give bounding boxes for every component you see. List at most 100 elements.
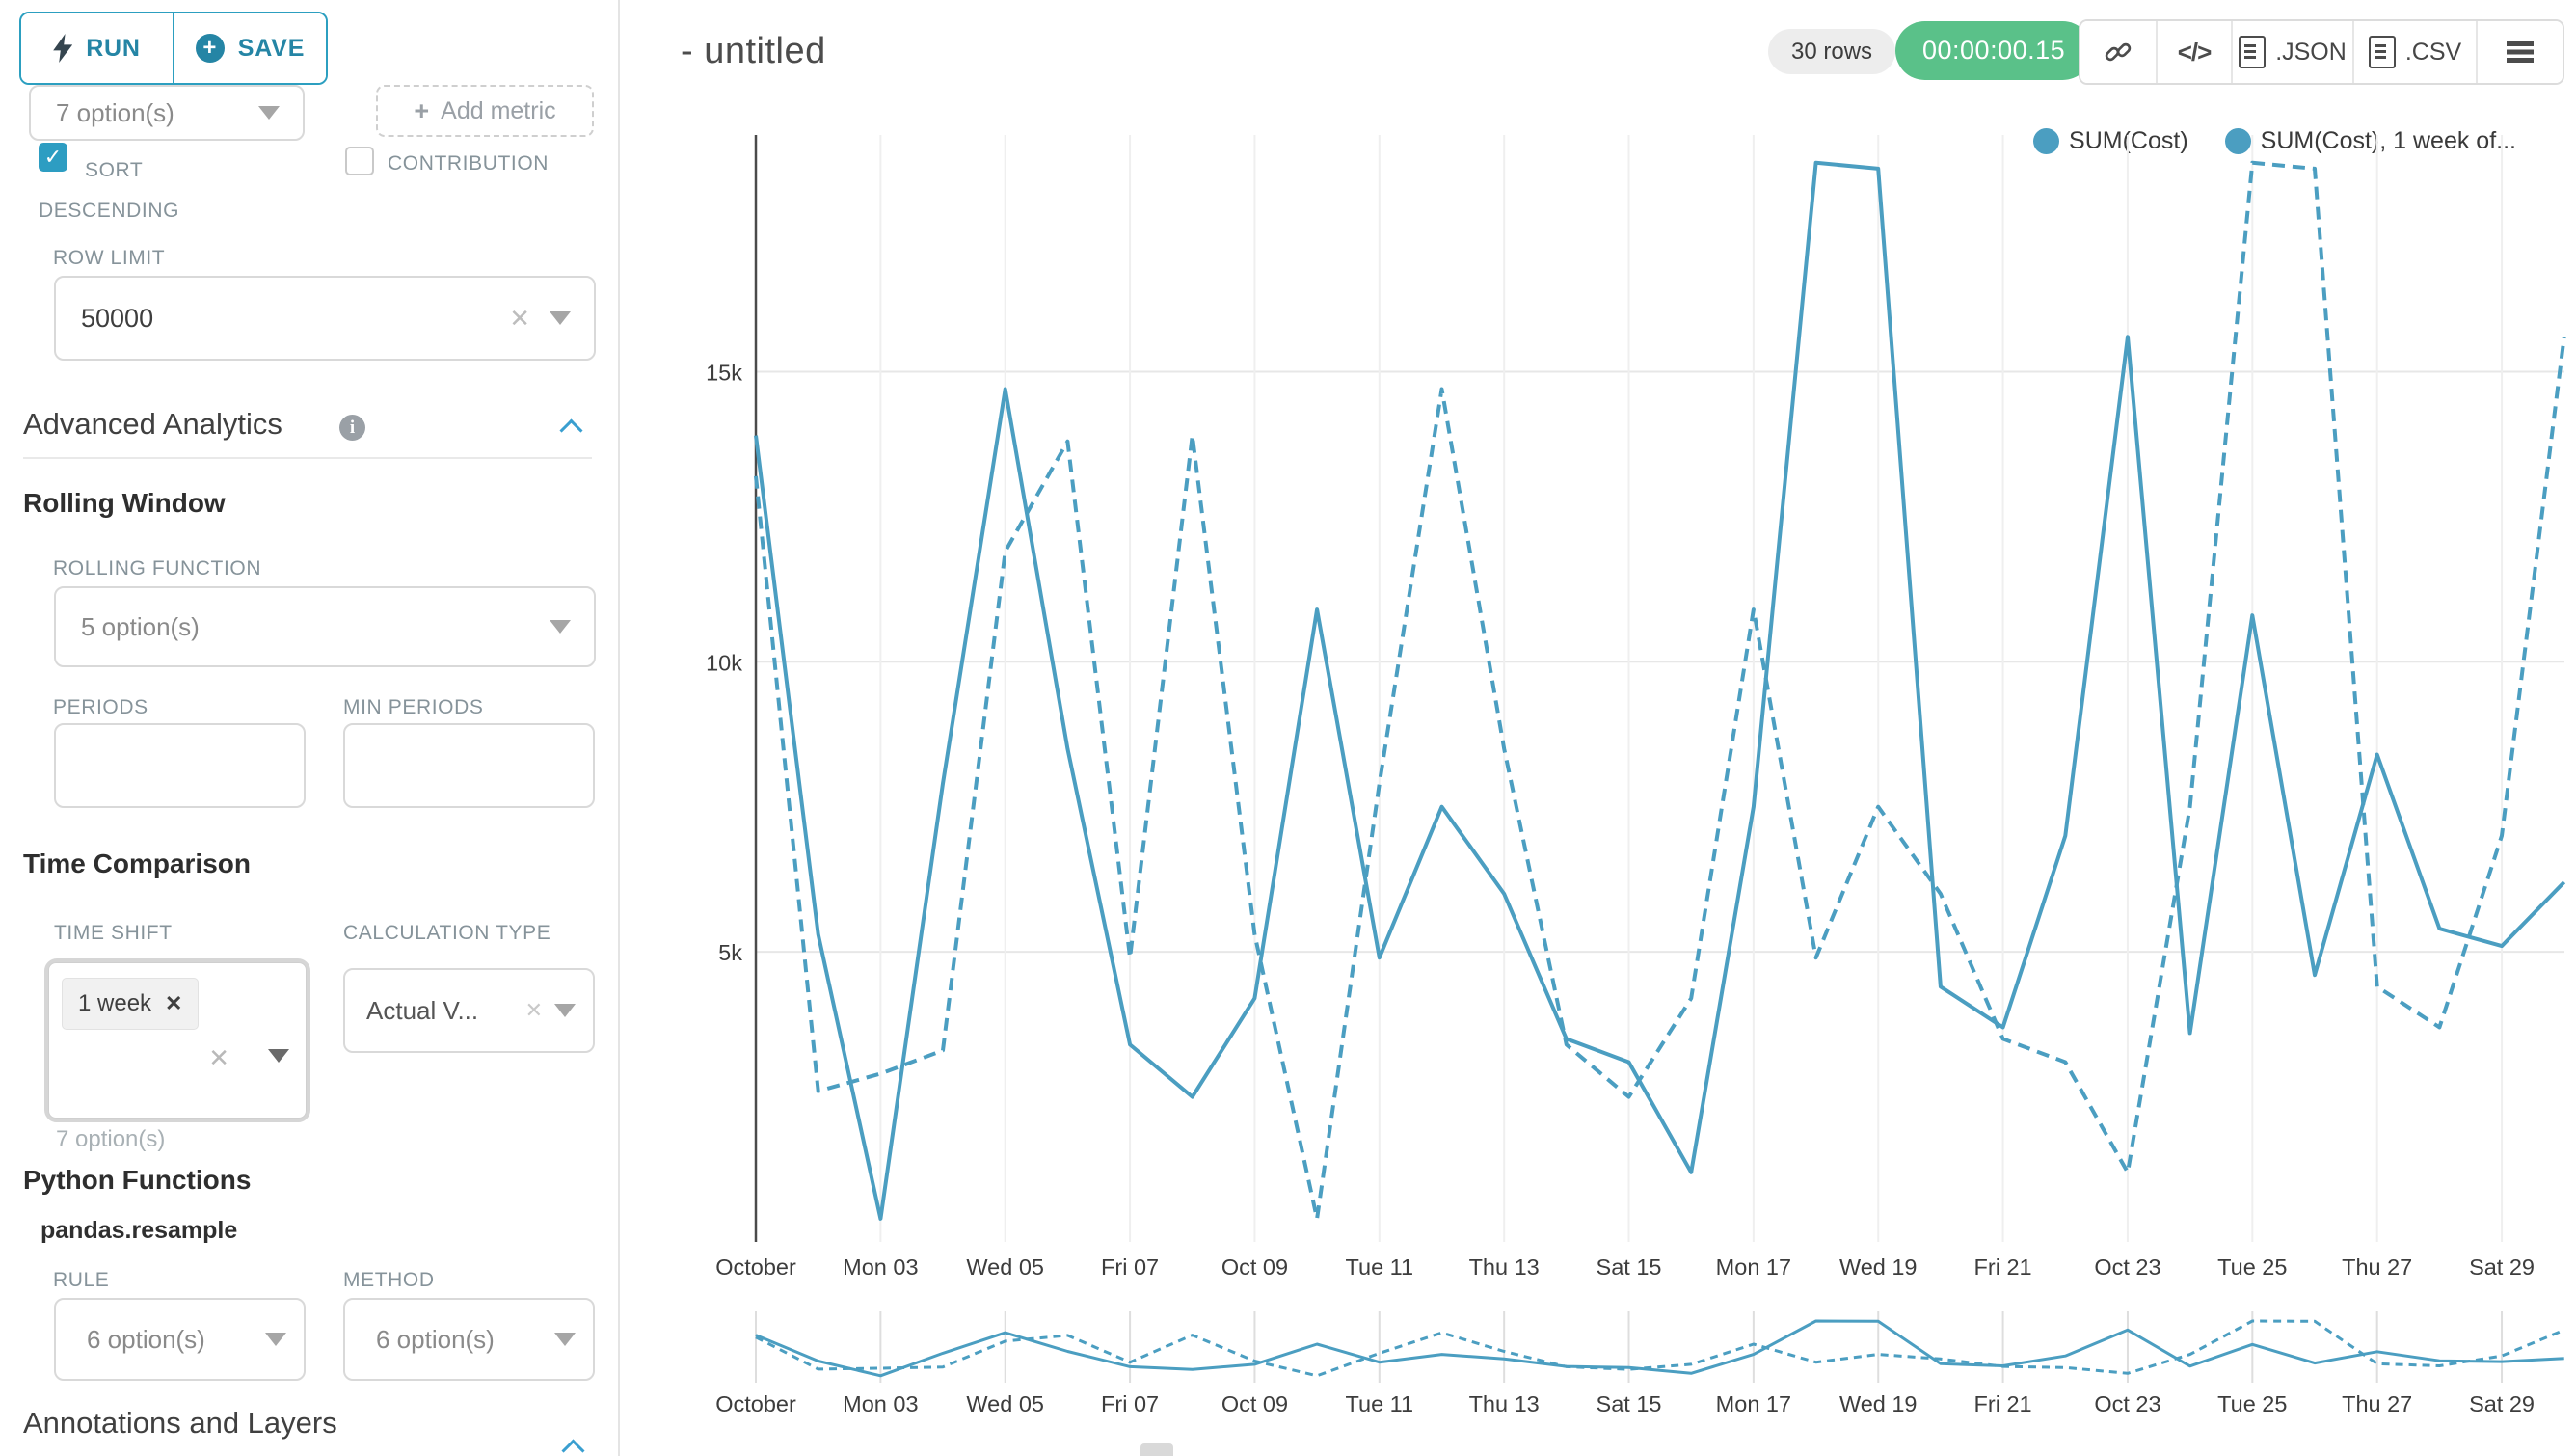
caret-down-icon [258, 106, 280, 120]
svg-text:Sat 29: Sat 29 [2469, 1391, 2535, 1416]
rolling-function-label: ROLLING FUNCTION [53, 557, 262, 580]
calculation-type-select[interactable]: Actual V... ✕ [343, 968, 595, 1053]
svg-text:Tue 25: Tue 25 [2217, 1391, 2287, 1416]
run-button[interactable]: RUN [21, 13, 174, 83]
plus-circle-icon: + [195, 34, 225, 63]
svg-text:Sat 29: Sat 29 [2469, 1254, 2535, 1280]
rule-label: RULE [53, 1269, 110, 1291]
clear-icon[interactable]: ✕ [208, 1043, 229, 1072]
time-comparison-header: Time Comparison [23, 849, 251, 878]
csv-file-icon [2368, 36, 2396, 68]
advanced-analytics-header: Advanced Analytics [23, 407, 282, 441]
export-csv-button[interactable]: .CSV [2354, 21, 2478, 83]
min-periods-input[interactable] [343, 723, 595, 808]
python-functions-header: Python Functions [23, 1165, 252, 1195]
svg-text:Tue 11: Tue 11 [1346, 1254, 1414, 1280]
svg-text:Fri 21: Fri 21 [1974, 1254, 2032, 1280]
svg-text:Sat 15: Sat 15 [1597, 1391, 1662, 1416]
svg-text:Tue 11: Tue 11 [1346, 1391, 1414, 1416]
rolling-function-select[interactable]: 5 option(s) [54, 586, 596, 667]
legend-label: SUM(Cost), 1 week of... [2260, 127, 2516, 154]
svg-text:Thu 27: Thu 27 [2342, 1254, 2412, 1280]
periods-input[interactable] [54, 723, 306, 808]
chart-title[interactable]: - untitled [681, 31, 826, 71]
query-timer-badge: 00:00:00.15 [1895, 21, 2093, 80]
menu-icon [2507, 41, 2534, 63]
svg-text:Thu 13: Thu 13 [1469, 1254, 1540, 1280]
metric-select[interactable]: 7 option(s) [29, 85, 305, 141]
json-file-icon [2239, 36, 2267, 68]
chart-menu-button[interactable] [2478, 21, 2563, 83]
svg-text:Wed 05: Wed 05 [966, 1254, 1044, 1280]
link-icon [2105, 42, 2132, 62]
tag-remove-icon[interactable]: ✕ [165, 991, 183, 1015]
legend-dot [2033, 128, 2060, 154]
panel-divider [618, 0, 620, 1456]
code-icon: </> [2177, 37, 2213, 67]
svg-text:October: October [715, 1391, 796, 1416]
section-divider [23, 457, 592, 459]
run-button-label: RUN [86, 34, 141, 62]
caret-down-icon [554, 1333, 576, 1346]
method-label: METHOD [343, 1269, 435, 1291]
time-shift-select[interactable]: 1 week ✕ ✕ [44, 958, 310, 1122]
min-periods-label: MIN PERIODS [343, 696, 484, 718]
run-save-button-group: RUN + SAVE [19, 12, 328, 85]
rule-select[interactable]: 6 option(s) [54, 1298, 306, 1381]
svg-text:October: October [715, 1254, 796, 1280]
save-button[interactable]: + SAVE [174, 13, 326, 83]
calculation-type-label: CALCULATION TYPE [343, 922, 551, 944]
svg-text:Mon 03: Mon 03 [843, 1254, 918, 1280]
share-link-button[interactable] [2080, 21, 2158, 83]
add-metric-label: Add metric [441, 96, 556, 124]
add-metric-button[interactable]: + Add metric [376, 85, 594, 137]
save-button-label: SAVE [237, 34, 306, 62]
svg-text:Sat 15: Sat 15 [1597, 1254, 1662, 1280]
caret-down-icon [554, 1004, 576, 1017]
svg-text:Fri 07: Fri 07 [1101, 1254, 1159, 1280]
export-json-button[interactable]: .JSON [2233, 21, 2354, 83]
collapse-chevron-icon[interactable] [563, 417, 584, 438]
svg-text:Wed 05: Wed 05 [966, 1391, 1044, 1416]
svg-text:Oct 23: Oct 23 [2094, 1254, 2160, 1280]
svg-text:Fri 07: Fri 07 [1101, 1391, 1159, 1416]
time-shift-helper: 7 option(s) [56, 1126, 166, 1152]
collapse-chevron-icon[interactable] [565, 1437, 586, 1456]
row-limit-value: 50000 [81, 303, 154, 333]
bolt-icon [53, 34, 73, 63]
pandas-resample-label: pandas.resample [40, 1217, 238, 1244]
caret-down-icon [265, 1333, 286, 1346]
rule-value: 6 option(s) [87, 1324, 205, 1354]
rolling-window-header: Rolling Window [23, 488, 226, 518]
contribution-checkbox[interactable] [345, 147, 374, 175]
svg-text:Tue 25: Tue 25 [2217, 1254, 2287, 1280]
view-query-button[interactable]: </> [2158, 21, 2233, 83]
clear-icon[interactable]: ✕ [524, 998, 543, 1022]
export-toolbar: </> .JSON .CSV [2079, 19, 2564, 85]
contribution-label: CONTRIBUTION [388, 152, 550, 175]
csv-label: .CSV [2404, 38, 2462, 66]
svg-text:Wed 19: Wed 19 [1839, 1254, 1918, 1280]
svg-text:Oct 09: Oct 09 [1221, 1391, 1288, 1416]
svg-text:Wed 19: Wed 19 [1839, 1391, 1918, 1416]
svg-text:Fri 21: Fri 21 [1974, 1391, 2032, 1416]
method-select[interactable]: 6 option(s) [343, 1298, 595, 1381]
row-limit-select[interactable]: 50000 ✕ [54, 276, 596, 361]
json-label: .JSON [2275, 38, 2347, 66]
time-shift-tag[interactable]: 1 week ✕ [62, 978, 200, 1030]
legend-item[interactable]: SUM(Cost), 1 week of... [2224, 127, 2516, 155]
caret-down-icon [268, 1049, 289, 1063]
calculation-type-value: Actual V... [366, 995, 479, 1025]
chart-svg[interactable]: 5k 10k 15k October October Mon 03 Mon 03 Wed 05… [619, 0, 2576, 1456]
legend-dot [2224, 128, 2251, 154]
svg-text:Thu 13: Thu 13 [1469, 1391, 1540, 1416]
sort-descending-label: SORT DESCENDING [39, 159, 180, 222]
sort-descending-checkbox[interactable]: ✓ [39, 143, 67, 172]
svg-text:Mon 17: Mon 17 [1716, 1254, 1791, 1280]
clear-icon[interactable]: ✕ [509, 303, 530, 333]
svg-text:Mon 03: Mon 03 [843, 1391, 918, 1416]
annotations-layers-header: Annotations and Layers [23, 1406, 337, 1440]
svg-text:5k: 5k [718, 940, 742, 965]
info-icon[interactable]: i [339, 415, 365, 441]
